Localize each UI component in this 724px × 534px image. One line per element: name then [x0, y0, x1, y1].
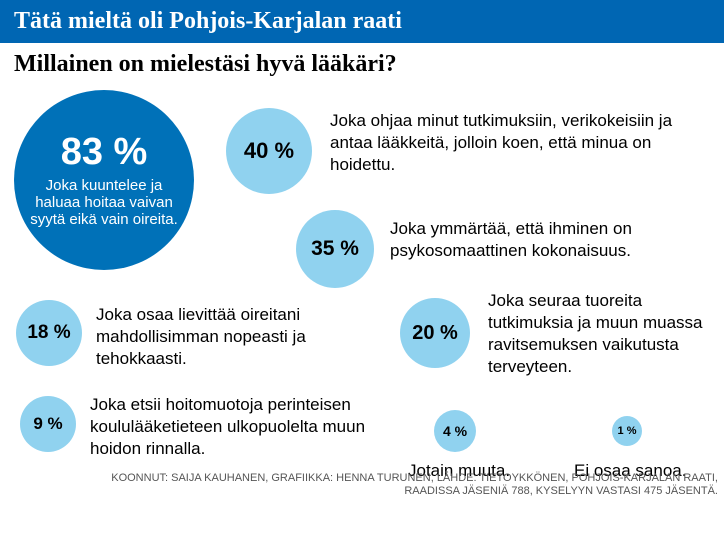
bubble-83-label: Joka kuuntelee ja haluaa hoitaa vaivan s… — [14, 177, 194, 229]
bubble-4: 4 % — [434, 410, 476, 452]
text-20: Joka seuraa tuoreita tutkimuksia ja muun… — [488, 290, 708, 378]
text-18: Joka osaa lievittää oireitani mahdollisi… — [96, 304, 356, 370]
text-9: Joka etsii hoitomuotoja perinteisen koul… — [90, 394, 400, 460]
header-title: Tätä mieltä oli Pohjois-Karjalan raati — [14, 8, 402, 34]
text-40: Joka ohjaa minut tutkimuksiin, verikokei… — [330, 110, 700, 176]
infographic-content: 83 % Joka kuuntelee ja haluaa hoitaa vai… — [0, 82, 724, 502]
bubble-1: 1 % — [612, 416, 642, 446]
bubble-83: 83 % Joka kuuntelee ja haluaa hoitaa vai… — [14, 90, 194, 270]
subtitle: Millainen on mielestäsi hyvä lääkäri? — [0, 43, 724, 82]
bubble-9: 9 % — [20, 396, 76, 452]
bubble-83-pct: 83 % — [61, 131, 148, 175]
bubble-18: 18 % — [16, 300, 82, 366]
bubble-35: 35 % — [296, 210, 374, 288]
footnote: KOONNUT: SAIJA KAUHANEN, GRAFIIKKA: HENN… — [110, 472, 718, 500]
header-bar: Tätä mieltä oli Pohjois-Karjalan raati — [0, 0, 724, 43]
bubble-40: 40 % — [226, 108, 312, 194]
bubble-20: 20 % — [400, 298, 470, 368]
text-35: Joka ymmärtää, että ihminen on psykosoma… — [390, 218, 710, 262]
